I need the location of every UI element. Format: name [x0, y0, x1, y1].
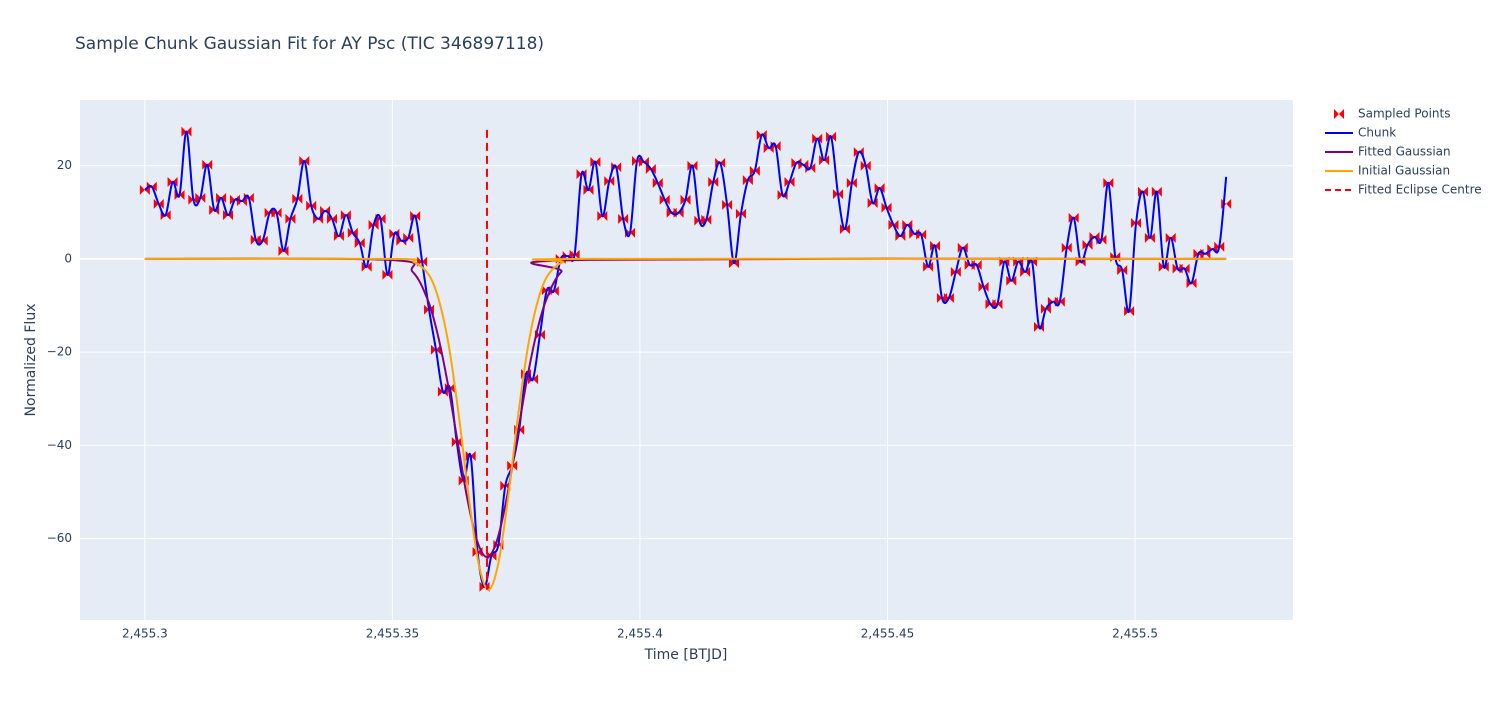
legend-label: Fitted Gaussian: [1358, 145, 1451, 159]
series-line: [144, 257, 1227, 591]
series-line: [144, 130, 1228, 588]
legend-symbol: [1334, 109, 1344, 119]
y-tick-label: 0: [64, 251, 72, 265]
legend-label: Initial Gaussian: [1358, 164, 1450, 178]
x-tick-label: 2,455.5: [1112, 627, 1158, 641]
y-axis-title: Normalized Flux: [23, 304, 39, 417]
y-tick-label: −40: [47, 438, 72, 452]
x-tick-label: 2,455.35: [366, 627, 419, 641]
plot-area: [80, 100, 1293, 620]
x-tick-label: 2,455.4: [617, 627, 663, 641]
y-tick-label: 20: [57, 158, 72, 172]
legend-label: Fitted Eclipse Centre: [1358, 183, 1482, 197]
x-tick-label: 2,455.3: [122, 627, 168, 641]
y-tick-label: −60: [47, 531, 72, 545]
x-axis-title: Time [BTJD]: [644, 647, 728, 663]
y-tick-label: −20: [47, 345, 72, 359]
legend-label: Sampled Points: [1358, 107, 1450, 121]
x-tick-label: 2,455.45: [861, 627, 914, 641]
chart-title: Sample Chunk Gaussian Fit for AY Psc (TI…: [75, 34, 544, 54]
legend-label: Chunk: [1358, 126, 1396, 140]
series-line: [144, 257, 1227, 559]
